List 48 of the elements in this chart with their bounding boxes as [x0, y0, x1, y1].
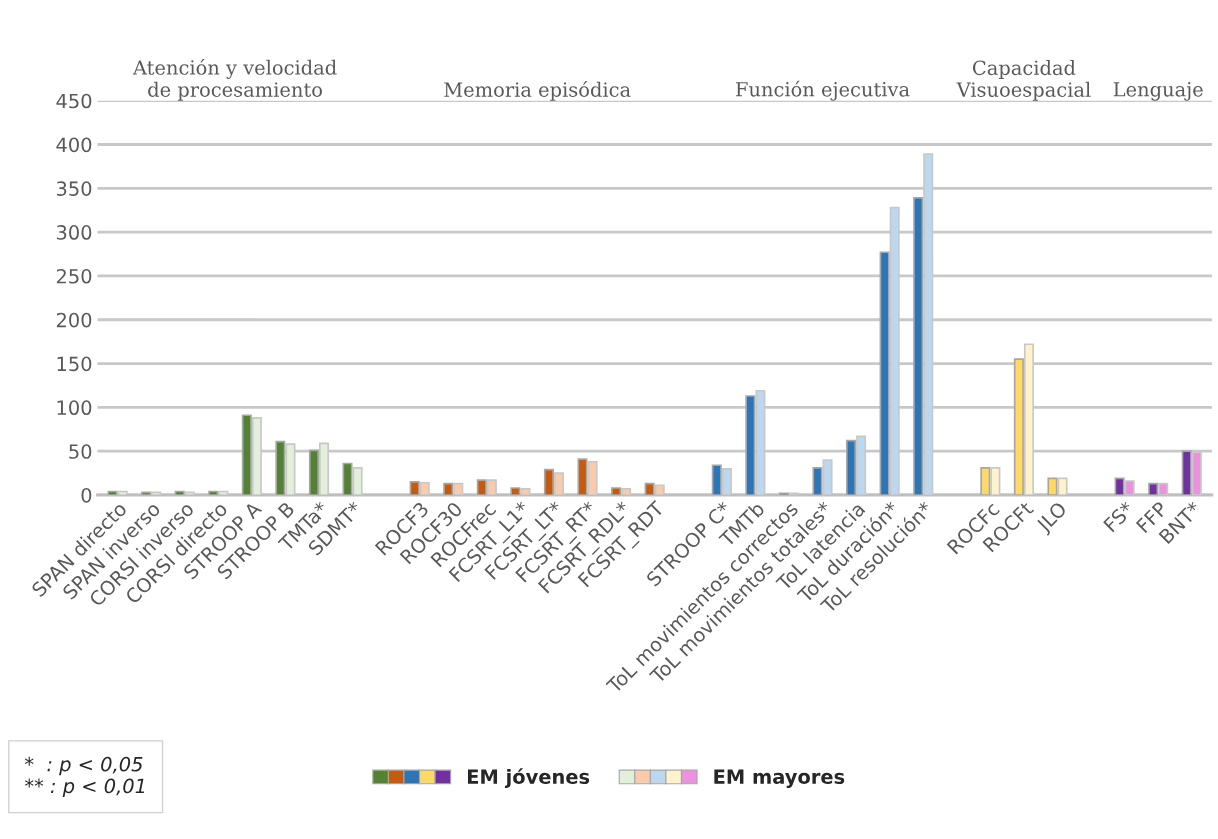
y-tick-label: 150 — [57, 356, 92, 372]
y-tick-label: 300 — [56, 225, 92, 240]
y-tick-label: 250 — [56, 268, 92, 284]
legend-label: EM mayores — [714, 769, 845, 788]
text: * : p < 0,05 ** : p < 0,01 — [24, 756, 145, 798]
bar — [913, 197, 924, 496]
bar — [879, 251, 890, 496]
annotation: Capacidad Visuoespacial — [956, 60, 1091, 101]
bar — [745, 395, 756, 496]
bar — [1181, 450, 1192, 496]
bar — [141, 491, 152, 496]
bar — [611, 487, 622, 496]
bar — [476, 479, 487, 496]
y-tick-label: 400 — [56, 137, 92, 153]
y-tick-label: 100 — [57, 400, 92, 416]
y-tick-label: 450 — [56, 93, 92, 109]
bar — [846, 439, 857, 496]
bar — [342, 462, 353, 496]
bar — [1013, 358, 1024, 496]
y-tick-label: 0 — [81, 487, 92, 503]
bar — [980, 467, 991, 496]
bar — [577, 458, 588, 496]
annotation: Lenguaje — [1113, 82, 1203, 101]
bar — [644, 482, 655, 496]
bar — [1114, 477, 1125, 496]
bar — [174, 490, 185, 496]
bar — [510, 487, 521, 496]
annotation: Función ejecutiva — [736, 80, 910, 101]
bar — [812, 467, 823, 496]
y-tick-label: 350 — [56, 181, 92, 196]
bar — [308, 449, 319, 496]
bar — [107, 490, 118, 496]
x-tick-label: FS* — [1102, 500, 1135, 533]
y-tick-label: 200 — [56, 312, 92, 328]
x-tick-label: JLO — [1034, 500, 1070, 536]
annotation: Atención y velocidad de procesamiento — [132, 59, 337, 101]
bar — [443, 482, 454, 496]
bar — [208, 490, 219, 496]
bar — [409, 481, 420, 496]
bar — [241, 414, 252, 496]
bar — [275, 440, 286, 496]
annotation: Memoria episódica — [444, 81, 631, 101]
y-tick-label: 50 — [69, 444, 92, 459]
bar — [711, 464, 722, 496]
legend-label: EM jóvenes — [467, 768, 590, 788]
bar — [1148, 482, 1159, 496]
bar — [1047, 477, 1058, 496]
bar — [543, 468, 554, 496]
